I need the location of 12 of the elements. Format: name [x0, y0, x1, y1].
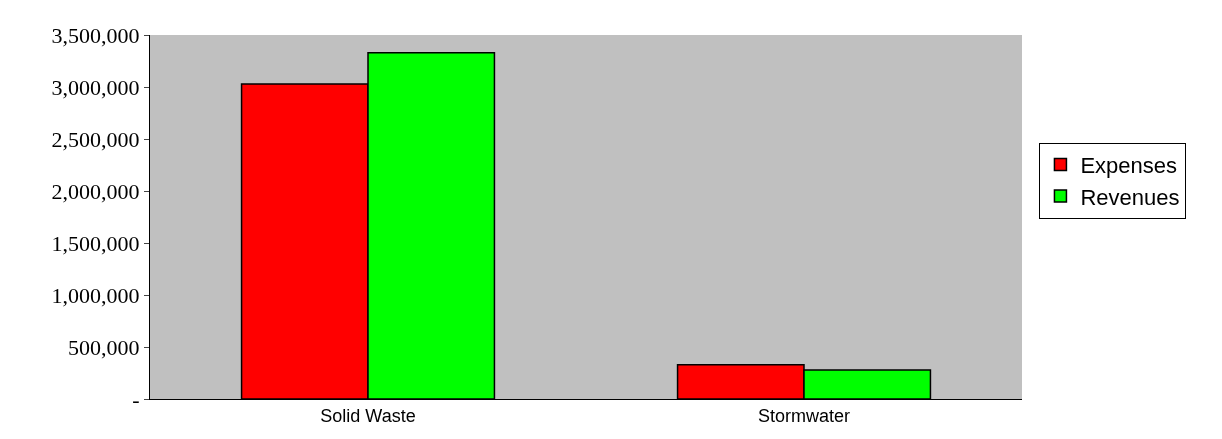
x-tick-label: Solid Waste: [320, 405, 416, 426]
y-tick-label: 1,500,000: [51, 230, 140, 256]
y-tick-label: 3,000,000: [51, 74, 140, 100]
legend-label: Revenues: [1080, 184, 1180, 210]
y-tick-label: -: [132, 386, 140, 412]
y-tick-label: 1,000,000: [51, 282, 140, 308]
y-tick-label: 2,000,000: [51, 178, 140, 204]
x-tick-label: Stormwater: [757, 405, 851, 426]
y-tick-label: 2,500,000: [51, 126, 140, 152]
y-tick-label: 3,500,000: [51, 22, 140, 48]
y-tick-label: 500,000: [68, 334, 140, 360]
legend-label: Expenses: [1080, 152, 1178, 178]
